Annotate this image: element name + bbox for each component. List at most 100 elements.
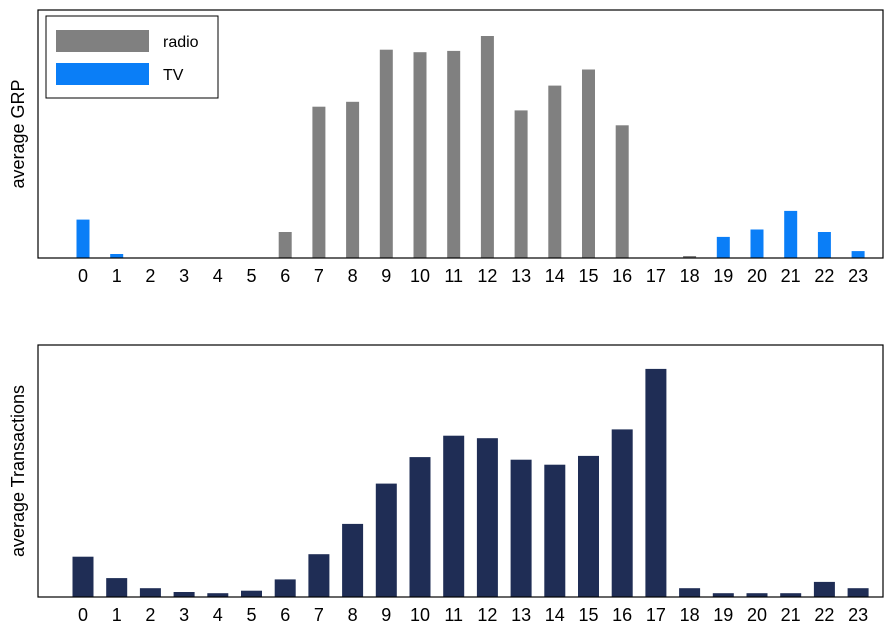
- bar-radio-10: [413, 52, 427, 259]
- bar-transactions-6: [274, 579, 296, 597]
- legend-label-tv: TV: [163, 67, 184, 84]
- bar-transactions-9: [375, 483, 397, 597]
- bar-tv-0: [76, 219, 90, 258]
- x-tick-label-6: 6: [280, 266, 290, 286]
- x-tick-label-2: 2: [145, 605, 155, 625]
- x-tick-label-20: 20: [747, 605, 767, 625]
- bar-transactions-18: [679, 588, 701, 597]
- bar-tv-1: [110, 254, 124, 258]
- bar-transactions-0: [72, 556, 94, 597]
- bar-transactions-15: [578, 455, 599, 597]
- x-tick-label-17: 17: [646, 605, 666, 625]
- x-tick-label-18: 18: [680, 266, 700, 286]
- x-tick-label-15: 15: [578, 266, 598, 286]
- x-tick-label-10: 10: [410, 605, 430, 625]
- x-tick-label-3: 3: [179, 605, 189, 625]
- x-tick-label-0: 0: [78, 605, 88, 625]
- bar-radio-13: [514, 110, 528, 259]
- bar-tv-22: [817, 232, 831, 258]
- x-tick-label-9: 9: [381, 605, 391, 625]
- x-tick-label-23: 23: [848, 605, 868, 625]
- x-tick-label-5: 5: [246, 266, 256, 286]
- bar-transactions-22: [813, 581, 835, 597]
- grp-panel: 0 1 2 3 4 5 6 7 8 9 10 11 12 13 14 15 16 17 18 19 20 21 22 23 a…: [8, 9, 884, 286]
- bar-radio-15: [582, 69, 595, 258]
- x-tick-label-9: 9: [381, 266, 391, 286]
- bar-transactions-2: [139, 588, 161, 597]
- legend-swatch-tv: [56, 63, 149, 85]
- x-tick-label-21: 21: [781, 605, 801, 625]
- x-tick-label-6: 6: [280, 605, 290, 625]
- bar-transactions-4: [207, 593, 229, 597]
- grp-bars: [76, 36, 865, 259]
- bar-transactions-14: [544, 464, 566, 597]
- bar-transactions-19: [712, 593, 734, 597]
- bar-radio-7: [312, 106, 326, 258]
- bar-transactions-21: [780, 593, 802, 597]
- bar-tv-20: [750, 229, 764, 258]
- bar-tv-21: [784, 210, 798, 258]
- x-tick-label-11: 11: [444, 605, 463, 625]
- x-tick-label-11: 11: [444, 266, 463, 286]
- x-tick-label-13: 13: [511, 605, 531, 625]
- bar-transactions-20: [746, 593, 768, 597]
- grp-x-tick-labels: 0 1 2 3 4 5 6 7 8 9 10 11 12 13 14 15 16 17 18 19 20 21 22 23: [78, 266, 868, 286]
- x-tick-label-14: 14: [545, 605, 565, 625]
- x-tick-label-7: 7: [314, 266, 324, 286]
- bar-tv-23: [851, 251, 865, 258]
- bar-radio-6: [278, 232, 292, 258]
- x-tick-label-10: 10: [410, 266, 430, 286]
- x-tick-label-8: 8: [348, 266, 358, 286]
- transactions-bars: [72, 368, 869, 597]
- x-tick-label-16: 16: [612, 266, 632, 286]
- x-tick-label-20: 20: [747, 266, 767, 286]
- x-tick-label-12: 12: [477, 605, 497, 625]
- x-tick-label-22: 22: [814, 266, 834, 286]
- x-tick-label-18: 18: [680, 605, 700, 625]
- bar-radio-12: [480, 36, 494, 258]
- bar-radio-8: [346, 101, 360, 258]
- x-tick-label-2: 2: [145, 266, 155, 286]
- x-tick-label-12: 12: [477, 266, 497, 286]
- x-tick-label-7: 7: [314, 605, 324, 625]
- bar-transactions-7: [308, 554, 330, 597]
- bar-radio-9: [379, 49, 393, 259]
- x-tick-label-19: 19: [713, 266, 733, 286]
- bar-radio-14: [548, 85, 562, 258]
- x-tick-label-15: 15: [578, 605, 598, 625]
- transactions-y-axis-label: average Transactions: [8, 385, 28, 557]
- bar-transactions-8: [342, 523, 364, 597]
- bar-transactions-11: [443, 435, 465, 597]
- grp-legend: radio TV: [45, 15, 219, 99]
- bar-tv-19: [716, 236, 730, 258]
- x-tick-label-22: 22: [814, 605, 834, 625]
- x-tick-label-23: 23: [848, 266, 868, 286]
- x-tick-label-21: 21: [781, 266, 801, 286]
- x-tick-label-4: 4: [213, 605, 223, 625]
- x-tick-label-1: 1: [112, 605, 122, 625]
- bar-transactions-13: [510, 459, 532, 597]
- bar-transactions-3: [173, 592, 195, 597]
- legend-label-radio: radio: [163, 34, 199, 51]
- grp-y-axis-label: average GRP: [8, 79, 28, 188]
- bar-radio-11: [447, 50, 461, 259]
- bar-radio-18: [683, 256, 697, 258]
- x-tick-label-14: 14: [545, 266, 565, 286]
- x-tick-label-8: 8: [348, 605, 358, 625]
- x-tick-label-3: 3: [179, 266, 189, 286]
- bar-radio-16: [615, 125, 629, 258]
- transactions-panel: 0 1 2 3 4 5 6 7 8 9 10 11 12 13 14 15 16 17 18 19 20 21 22 23 a…: [8, 344, 884, 625]
- transactions-plot-frame: [37, 344, 884, 598]
- x-tick-label-19: 19: [713, 605, 733, 625]
- bar-transactions-5: [241, 590, 262, 597]
- bar-transactions-12: [476, 438, 498, 597]
- x-tick-label-1: 1: [112, 266, 122, 286]
- x-tick-label-5: 5: [246, 605, 256, 625]
- transactions-x-tick-labels: 0 1 2 3 4 5 6 7 8 9 10 11 12 13 14 15 16 17 18 19 20 21 22 23: [78, 605, 868, 625]
- bar-transactions-10: [409, 457, 431, 597]
- x-tick-label-17: 17: [646, 266, 666, 286]
- bar-transactions-1: [106, 578, 128, 597]
- bar-transactions-23: [847, 588, 869, 597]
